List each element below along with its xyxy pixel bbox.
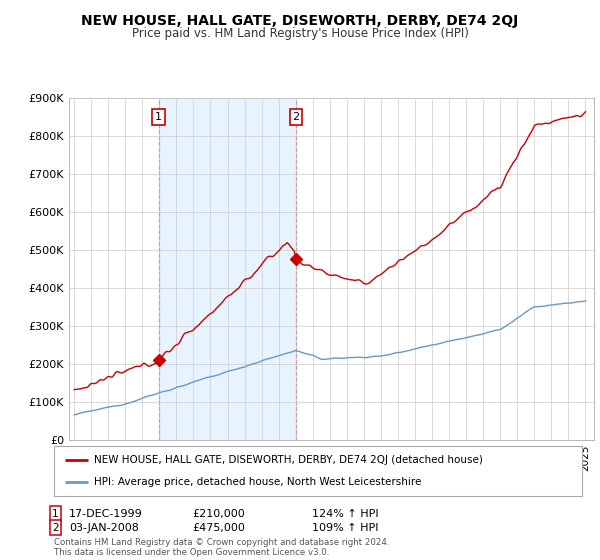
Text: 2: 2	[292, 112, 299, 122]
Text: 109% ↑ HPI: 109% ↑ HPI	[312, 522, 379, 533]
Text: Price paid vs. HM Land Registry's House Price Index (HPI): Price paid vs. HM Land Registry's House …	[131, 27, 469, 40]
Text: 1: 1	[52, 508, 59, 519]
Text: NEW HOUSE, HALL GATE, DISEWORTH, DERBY, DE74 2QJ: NEW HOUSE, HALL GATE, DISEWORTH, DERBY, …	[82, 14, 518, 28]
Text: 03-JAN-2008: 03-JAN-2008	[69, 522, 139, 533]
Text: £475,000: £475,000	[192, 522, 245, 533]
Bar	[158, 98, 296, 440]
Text: HPI: Average price, detached house, North West Leicestershire: HPI: Average price, detached house, Nort…	[94, 477, 421, 487]
Text: NEW HOUSE, HALL GATE, DISEWORTH, DERBY, DE74 2QJ (detached house): NEW HOUSE, HALL GATE, DISEWORTH, DERBY, …	[94, 455, 482, 465]
Text: £210,000: £210,000	[192, 508, 245, 519]
Text: 2: 2	[52, 522, 59, 533]
Text: Contains HM Land Registry data © Crown copyright and database right 2024.
This d: Contains HM Land Registry data © Crown c…	[54, 538, 389, 557]
Text: 1: 1	[155, 112, 162, 122]
Text: 124% ↑ HPI: 124% ↑ HPI	[312, 508, 379, 519]
Text: 17-DEC-1999: 17-DEC-1999	[69, 508, 143, 519]
